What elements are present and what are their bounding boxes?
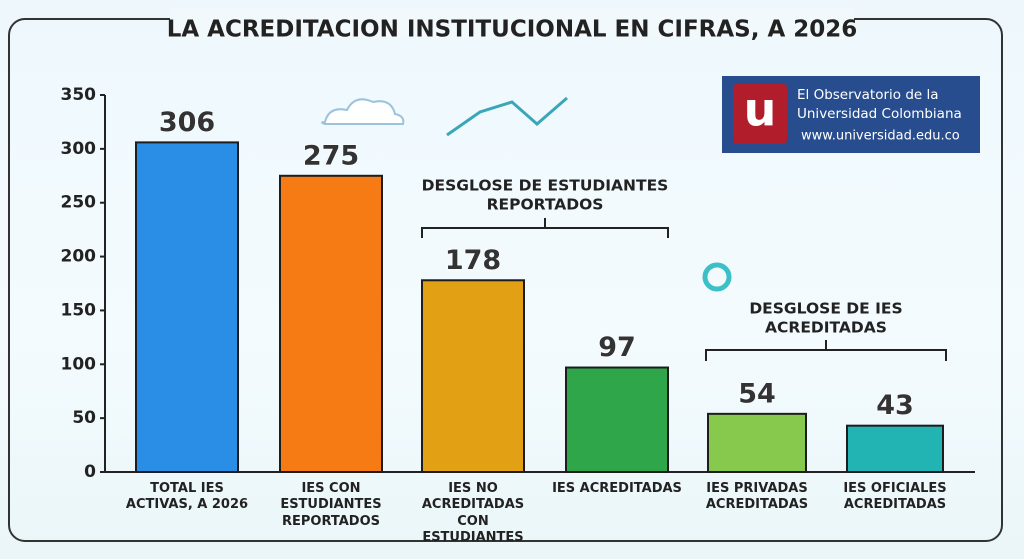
annotation: REPORTADOS (487, 196, 604, 214)
y-tick-label: 300 (61, 139, 97, 159)
x-tick-label: IES PRIVADAS ACREDITADAS (705, 481, 809, 513)
bracket (705, 340, 947, 361)
x-tick-label: IES ACREDITADAS (552, 481, 682, 496)
x-tick-label: TOTAL IES ACTIVAS, A 2026 (125, 481, 249, 513)
value-label: 178 (445, 245, 501, 276)
bar (421, 279, 525, 474)
trend-icon (446, 96, 568, 137)
ring-icon (702, 262, 732, 292)
y-tick-label: 250 (61, 193, 97, 213)
logo-name: El Observatorio de la (797, 87, 939, 103)
chart-title: LA ACREDITACION INSTITUCIONAL EN CIFRAS,… (167, 17, 858, 43)
logo-letter: u (744, 83, 777, 137)
logo-url: www.universidad.edu.co (801, 129, 960, 144)
x-tick-label: IES NO ACREDITADAS CON ESTUDIANTES (421, 481, 525, 545)
y-tick-label: 200 (61, 247, 97, 267)
value-label: 275 (303, 140, 359, 171)
bar (135, 141, 239, 473)
title-bg (170, 8, 854, 38)
logo-name: Universidad Colombiana (797, 106, 962, 122)
bar (279, 174, 383, 474)
logo-mark (733, 84, 787, 144)
annotation: DESGLOSE DE ESTUDIANTES (422, 177, 669, 195)
value-label: 43 (876, 390, 914, 421)
bracket (421, 218, 669, 238)
value-label: 306 (159, 107, 215, 138)
annotation: ACREDITADAS (765, 319, 887, 337)
cloud-icon (321, 98, 405, 125)
x-tick-label: IES CON ESTUDIANTES REPORTADOS (280, 481, 382, 529)
y-tick-label: 350 (61, 85, 97, 105)
annotation: DESGLOSE DE IES (749, 300, 902, 318)
bar (707, 412, 807, 474)
value-label: 97 (598, 332, 636, 363)
x-tick-label: IES OFICIALES ACREDITADAS (843, 481, 947, 513)
bar (846, 424, 944, 474)
logo: u El Observatorio de la Universidad Colo… (722, 76, 980, 153)
bar (565, 366, 669, 474)
y-tick-label: 150 (61, 300, 97, 320)
y-tick-label: 0 (84, 462, 96, 482)
y-tick-label: 50 (72, 408, 96, 428)
y-tick-label: 100 (61, 354, 97, 374)
value-label: 54 (738, 378, 776, 409)
